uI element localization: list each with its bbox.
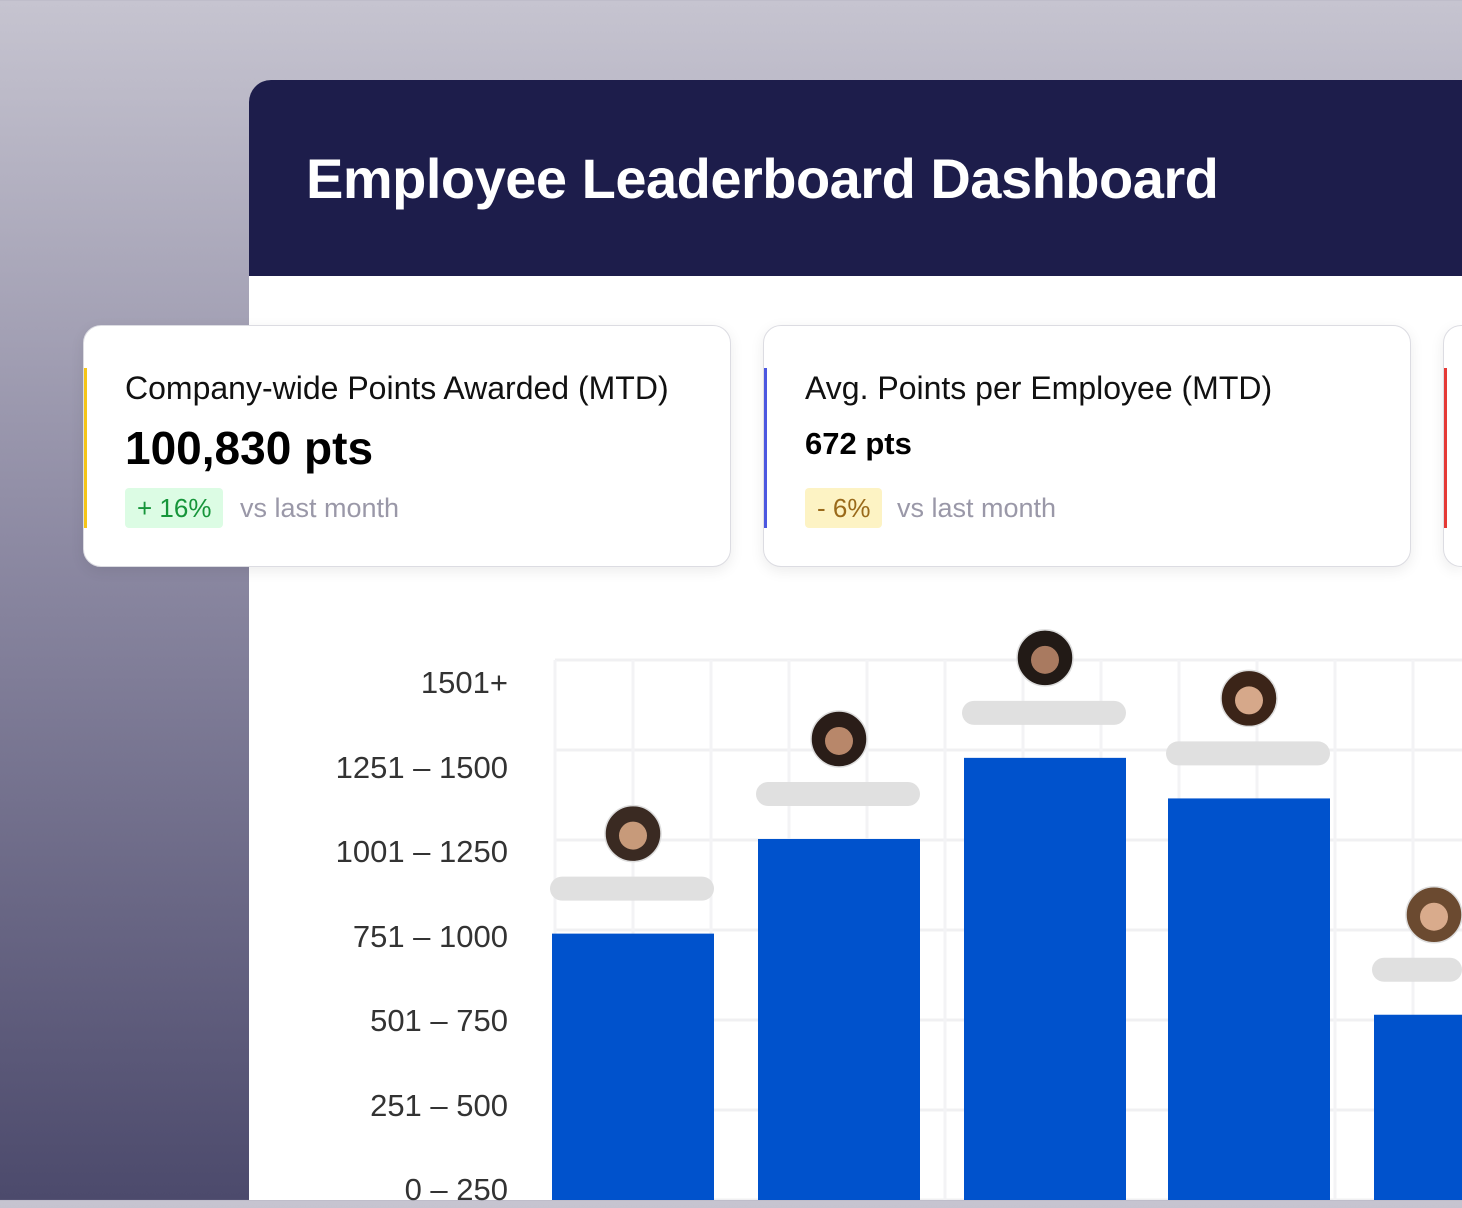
- avatar-border: [604, 804, 662, 863]
- avatar-face: [1420, 902, 1448, 931]
- change-label: vs last month: [240, 493, 400, 523]
- kpi-card-total-points[interactable]: Company-wide Points Awarded (MTD) 100,83…: [83, 325, 731, 567]
- y-tick-label: 751 – 1000: [352, 918, 508, 954]
- dashboard-header: Employee Leaderboard Dashboard: [249, 80, 1462, 276]
- kpi-card-avg-points[interactable]: Avg. Points per Employee (MTD) 672 pts -…: [763, 325, 1411, 567]
- avatar-face: [825, 726, 853, 755]
- accent-bar: [1444, 368, 1447, 528]
- bar: [552, 933, 714, 1200]
- bar: [1168, 798, 1330, 1200]
- avatar-border: [1220, 669, 1278, 728]
- bar: [964, 757, 1126, 1200]
- avatar-face: [1235, 686, 1263, 715]
- avatar-border: [810, 710, 868, 768]
- y-tick-label: 1001 – 1250: [335, 834, 508, 869]
- accent-bar: [764, 368, 767, 528]
- avatar-border: [1405, 885, 1462, 944]
- bar: [1374, 1014, 1462, 1200]
- y-tick-label: 251 – 500: [370, 1087, 508, 1123]
- accent-bar: [84, 368, 87, 528]
- change-badge: + 16%: [125, 488, 224, 528]
- avatar-border: [1016, 629, 1074, 687]
- page-title: Employee Leaderboard Dashboard: [306, 146, 1219, 210]
- employee-name-placeholder: [756, 781, 920, 806]
- avatar-face: [1031, 645, 1059, 674]
- kpi-title: Company-wide Points Awarded (MTD): [125, 370, 669, 406]
- employee-name-placeholder: [1372, 957, 1462, 982]
- kpi-value: 100,830 pts: [125, 422, 374, 474]
- employee-name-placeholder: [550, 876, 714, 901]
- y-tick-label: 1251 – 1500: [335, 749, 508, 785]
- bar: [758, 838, 920, 1200]
- employee-name-placeholder: [962, 700, 1126, 725]
- employee-name-placeholder: [1166, 741, 1330, 766]
- kpi-value: 672 pts: [805, 426, 912, 461]
- y-tick-label: 501 – 750: [370, 1003, 508, 1038]
- avatar-face: [619, 821, 647, 850]
- kpi-title: Avg. Points per Employee (MTD): [805, 370, 1273, 406]
- change-label: vs last month: [897, 493, 1057, 523]
- y-tick-label: 1501+: [420, 665, 508, 700]
- change-badge: - 6%: [805, 488, 883, 528]
